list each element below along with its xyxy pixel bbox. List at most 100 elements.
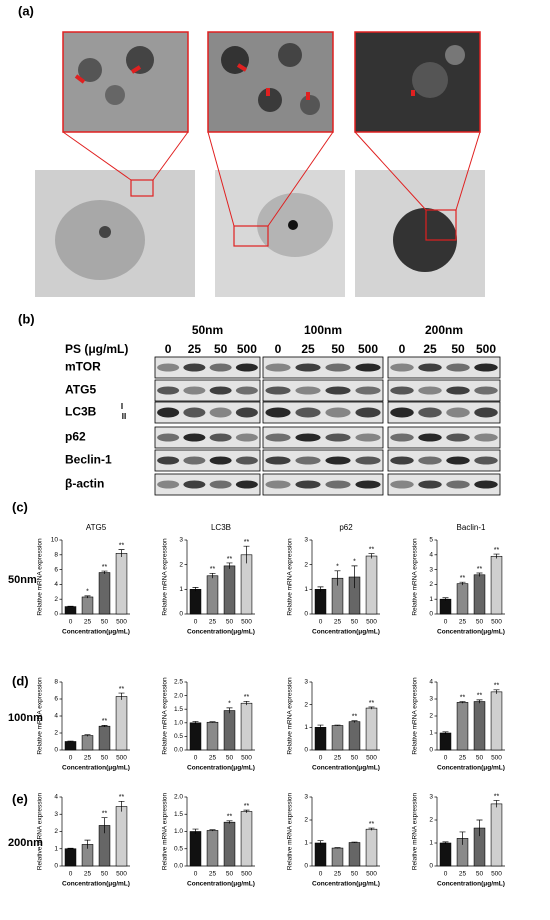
band <box>265 433 291 442</box>
x-tick-label: 500 <box>241 619 252 626</box>
y-tick-label: 4 <box>54 713 58 720</box>
y-tick-label: 10 <box>51 537 59 544</box>
blot-frame <box>154 473 261 496</box>
lane-label: 50 <box>214 342 228 356</box>
x-tick-label: 0 <box>444 619 448 626</box>
error-bar <box>226 707 233 714</box>
x-tick-label: 50 <box>101 619 109 626</box>
x-tick-label: 50 <box>351 755 359 762</box>
band <box>390 363 414 372</box>
y-tick-label: 1 <box>179 586 183 593</box>
bar <box>348 721 361 751</box>
bar <box>189 722 202 751</box>
x-tick-label: 500 <box>366 871 377 878</box>
band <box>474 456 498 465</box>
x-tick-label: 500 <box>241 871 252 878</box>
significance: ** <box>494 547 500 554</box>
x-tick-label: 25 <box>84 619 92 626</box>
lane-label: 25 <box>423 342 437 356</box>
band <box>418 433 442 442</box>
chart-title: LC3B <box>211 523 231 532</box>
band <box>235 386 258 395</box>
y-tick-label: 0 <box>429 863 433 870</box>
error-bar <box>192 721 199 725</box>
y-tick-label: 0 <box>54 863 58 870</box>
band <box>209 456 232 465</box>
y-tick-label: 3 <box>304 794 308 801</box>
bar <box>365 828 378 867</box>
y-tick-label: 2.5 <box>174 679 183 686</box>
error-bar <box>459 701 466 704</box>
error-bar <box>84 839 91 849</box>
significance: ** <box>352 714 358 721</box>
error-bar <box>192 587 199 592</box>
band <box>355 386 381 395</box>
protein-label: ATG5 <box>65 383 96 397</box>
lane-label: 500 <box>476 342 496 356</box>
panel-label: (e) <box>12 791 28 806</box>
error-bar <box>493 553 500 559</box>
band <box>418 407 442 418</box>
y-axis-label: Relative mRNA expression <box>412 677 419 755</box>
band <box>474 386 498 395</box>
band <box>157 363 180 372</box>
panel-label: (b) <box>18 311 35 326</box>
tem-images <box>35 31 485 297</box>
error-bar <box>334 570 341 586</box>
error-bar <box>226 820 233 824</box>
bar <box>314 727 327 751</box>
x-axis-label: Concentration(μg/mL) <box>312 881 380 888</box>
band <box>295 456 321 465</box>
x-tick-label: 50 <box>351 619 359 626</box>
band <box>265 407 291 418</box>
row-label: 200nm <box>8 837 43 849</box>
significance: ** <box>102 811 108 818</box>
blot-frame <box>387 401 501 424</box>
error-bar <box>317 724 324 730</box>
bar <box>331 847 344 867</box>
bar <box>348 842 361 867</box>
significance: ** <box>244 803 250 810</box>
bar <box>456 702 469 751</box>
x-tick-label: 0 <box>69 619 73 626</box>
bar <box>456 583 469 615</box>
bar <box>189 589 202 615</box>
band <box>209 480 232 489</box>
significance: ** <box>102 718 108 725</box>
blot-frame <box>262 356 384 379</box>
band <box>418 363 442 372</box>
row-label: 100nm <box>8 712 43 724</box>
error-bar <box>351 565 358 589</box>
error-bar <box>459 831 466 845</box>
band <box>355 456 381 465</box>
error-bar <box>442 841 449 845</box>
row-label: 50nm <box>8 574 37 586</box>
bar <box>314 589 327 615</box>
bar <box>81 735 94 751</box>
band <box>418 456 442 465</box>
band <box>265 456 291 465</box>
y-axis-label: Relative mRNA expression <box>287 677 294 755</box>
y-tick-label: 2 <box>429 817 433 824</box>
significance: ** <box>460 575 466 582</box>
significance: ** <box>227 556 233 563</box>
band <box>474 433 498 442</box>
bar <box>206 721 219 751</box>
error-bar <box>351 720 358 723</box>
lane-label: 0 <box>165 342 172 356</box>
band <box>474 363 498 372</box>
bar <box>223 821 236 867</box>
band <box>157 480 180 489</box>
bar <box>439 842 452 867</box>
band <box>295 480 321 489</box>
y-tick-label: 0 <box>429 747 433 754</box>
band <box>390 456 414 465</box>
error-bar <box>476 819 483 837</box>
protein-label: LC3B <box>65 405 97 419</box>
bar <box>490 555 503 615</box>
y-tick-label: 3 <box>429 794 433 801</box>
y-tick-label: 1 <box>304 840 308 847</box>
x-tick-label: 50 <box>226 755 234 762</box>
y-axis-label: Relative mRNA expression <box>162 677 169 755</box>
